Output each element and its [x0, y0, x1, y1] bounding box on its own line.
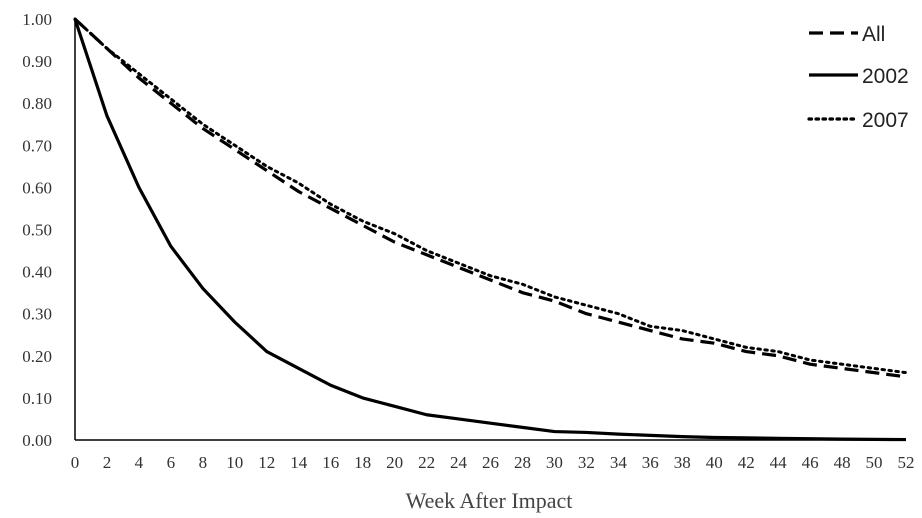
x-tick-label: 14: [290, 453, 308, 472]
x-tick-label: 28: [514, 453, 531, 472]
legend: All 2002 2007: [807, 23, 909, 132]
y-tick-label: 0.60: [22, 178, 52, 197]
x-tick-label: 40: [706, 453, 723, 472]
y-tick-label: 0.20: [22, 347, 52, 366]
x-tick-label: 4: [135, 453, 144, 472]
y-tick-label: 0.10: [22, 389, 52, 408]
x-tick-label: 20: [386, 453, 403, 472]
x-tick-label: 18: [354, 453, 371, 472]
x-tick-label: 2: [103, 453, 112, 472]
y-tick-label: 0.00: [22, 431, 52, 450]
y-tick-labels: 0.00 0.10 0.20 0.30 0.40 0.50 0.60 0.70 0.80 0.90…: [22, 10, 52, 450]
x-tick-label: 48: [834, 453, 851, 472]
y-tick-label: 0.30: [22, 305, 52, 324]
y-tick-label: 0.70: [22, 136, 52, 155]
x-tick-label: 46: [802, 453, 819, 472]
x-tick-label: 12: [258, 453, 275, 472]
x-tick-label: 0: [71, 453, 80, 472]
x-tick-label: 10: [226, 453, 243, 472]
x-tick-label: 36: [642, 453, 659, 472]
x-tick-label: 38: [674, 453, 691, 472]
x-tick-label: 16: [322, 453, 339, 472]
x-tick-label: 42: [738, 453, 755, 472]
y-tick-label: 0.90: [22, 52, 52, 71]
x-axis-title: Week After Impact: [406, 488, 573, 513]
legend-label-2007: 2007: [862, 109, 909, 132]
x-tick-label: 22: [418, 453, 435, 472]
x-tick-labels: 0 2 4 6 8 10 12 14 16 18 20 22 24 26 28 30 32 34 36 38 40 42 4…: [71, 453, 915, 472]
legend-label-2002: 2002: [862, 65, 909, 88]
series-line-2007: [73, 17, 908, 375]
series-line-2002: [73, 18, 907, 442]
x-tick-label: 30: [546, 453, 563, 472]
legend-label-All: All: [862, 23, 885, 46]
y-tick-label: 0.80: [22, 94, 52, 113]
x-tick-label: 44: [770, 453, 788, 472]
y-tick-label: 0.50: [22, 221, 52, 240]
plot-lines: [73, 17, 908, 442]
x-tick-label: 32: [578, 453, 595, 472]
x-tick-label: 52: [898, 453, 915, 472]
y-tick-label: 0.40: [22, 263, 52, 282]
series-line-All: [73, 17, 907, 379]
x-tick-label: 50: [866, 453, 883, 472]
axes: [74, 19, 906, 441]
y-tick-label: 1.00: [22, 10, 52, 29]
x-tick-label: 8: [199, 453, 208, 472]
x-tick-label: 34: [610, 453, 628, 472]
x-tick-label: 24: [450, 453, 468, 472]
x-tick-label: 26: [482, 453, 499, 472]
x-tick-label: 6: [167, 453, 176, 472]
